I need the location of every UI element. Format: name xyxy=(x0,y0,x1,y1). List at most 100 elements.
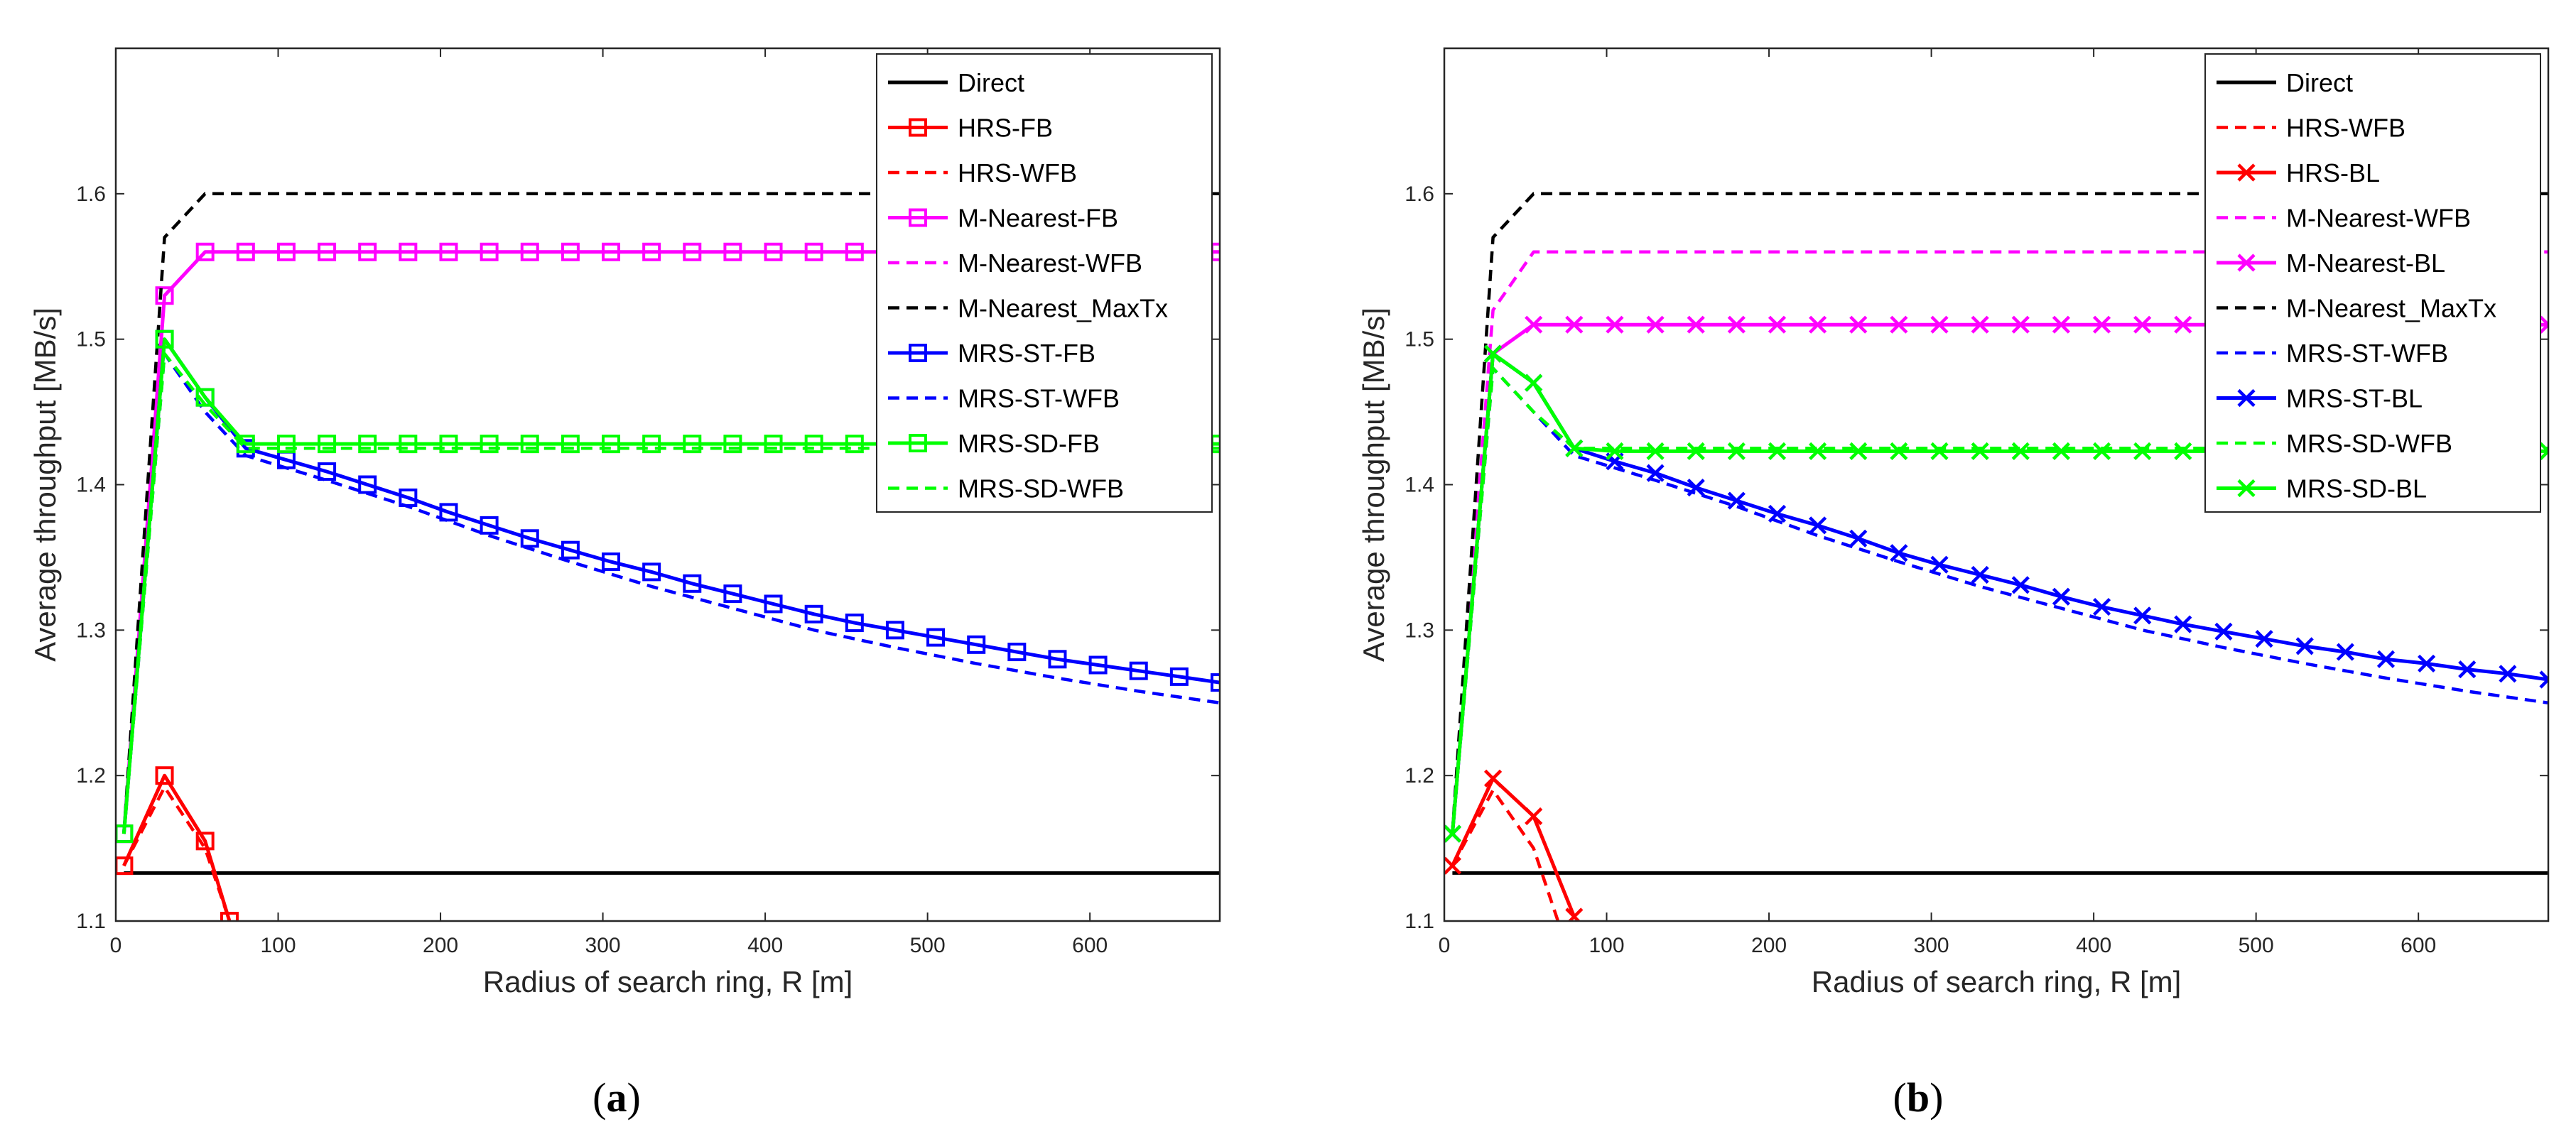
chart-a-series-mrs-st-fb-point xyxy=(885,621,904,640)
chart-a-x-tick-label: 100 xyxy=(260,934,296,957)
chart-a-series-mrs-st-fb-point xyxy=(804,604,823,623)
chart-a-series-mrs-st-fb-point xyxy=(1169,667,1189,686)
chart-b-series-mrs-sd-bl-point xyxy=(1727,442,1746,460)
chart-b-legend-label-mrs-sd-wfb: MRS-SD-WFB xyxy=(2286,429,2452,458)
chart-b-panel-caption: (b) xyxy=(1893,1074,1944,1121)
chart-b-x-tick-label: 200 xyxy=(1751,934,1787,957)
chart-a-series-m-nearest-fb-point xyxy=(155,286,174,305)
chart-a-series-mrs-sd-fb-point xyxy=(845,435,864,454)
chart-b-series-mrs-sd-bl-point xyxy=(2011,442,2030,460)
chart-a-legend: Direct HRS-FB HRS-WFB M-Nearest-FB M-Nearest… xyxy=(876,53,1213,513)
chart-a-y-tick-label: 1.1 xyxy=(76,910,106,933)
chart-a-series-mrs-st-fb-point xyxy=(520,529,539,548)
chart-b-y-tick-label: 1.6 xyxy=(1405,183,1434,206)
chart-b-legend-label-m-nearest-bl: M-Nearest-BL xyxy=(2286,249,2445,278)
chart-b-x-tick-label: 600 xyxy=(2401,934,2436,957)
chart-a-series-mrs-sd-fb-point xyxy=(358,435,377,454)
chart-a-series-mrs-sd-fb-point xyxy=(602,435,621,454)
chart-a-y-tick-label: 1.3 xyxy=(76,619,106,642)
chart-b-y-tick-label: 1.4 xyxy=(1405,474,1434,497)
chart-b-x-tick-label: 400 xyxy=(2076,934,2111,957)
chart-a-series-mrs-sd-fb-point xyxy=(155,329,174,349)
chart-b-series-mrs-sd-bl-point xyxy=(2539,442,2548,460)
chart-b-series-mrs-sd-bl-point xyxy=(1483,344,1503,363)
chart-b-series-mrs-sd-bl-point xyxy=(2133,442,2152,460)
chart-a-series-mrs-st-fb-point xyxy=(764,594,783,614)
chart-a-series-hrs-fb-point xyxy=(155,766,174,785)
chart-b-series-mrs-st-bl-line xyxy=(1450,352,2548,834)
chart-a-legend-label-m-nearest-fb: M-Nearest-FB xyxy=(958,204,1118,233)
chart-a-y-tick-label: 1.5 xyxy=(76,328,106,352)
chart-a-series-mrs-sd-fb-point xyxy=(561,435,580,454)
chart-b-series-mrs-st-wfb-line xyxy=(1451,366,2548,834)
chart-b-legend-marker-m-nearest-bl xyxy=(2237,254,2256,272)
chart-b-series-mrs-st-bl-point xyxy=(2295,637,2314,655)
chart-b-series-hrs-bl-point xyxy=(1525,807,1543,826)
chart-b-legend-label-direct: Direct xyxy=(2286,68,2353,97)
chart-a-series-m-nearest-fb-point xyxy=(561,242,580,261)
chart-b-legend-marker-mrs-sd-bl xyxy=(2237,479,2256,498)
chart-a-series-mrs-st-wfb-line xyxy=(122,352,1220,834)
chart-a-legend-label-mrs-st-wfb: MRS-ST-WFB xyxy=(958,384,1120,413)
chart-a-x-tick-label: 500 xyxy=(910,934,946,957)
chart-b-series-mrs-sd-bl-point xyxy=(2092,442,2111,460)
chart-a-x-tick-label: 600 xyxy=(1072,934,1108,957)
chart-a-x-axis-title: Radius of search ring, R [m] xyxy=(483,965,853,998)
chart-a-legend-marker-m-nearest-fb xyxy=(909,208,927,227)
chart-b-series-m-nearest-bl-point xyxy=(1606,315,1624,334)
chart-b-series-m-nearest-bl-point xyxy=(1930,315,1949,334)
chart-b-x-tick-label: 500 xyxy=(2239,934,2274,957)
chart-b-series-m-nearest-bl-point xyxy=(2133,315,2152,334)
chart-b-series-mrs-st-bl-point xyxy=(2499,665,2517,683)
chart-b-series-mrs-st-bl-point xyxy=(2376,650,2396,668)
chart-panel-b: 0 100 200 300 400 500 600 1.1 1.2 1.3 1.4 1.5 1.6 Rad… xyxy=(1357,47,2550,1121)
chart-b-series-mrs-st-bl-point xyxy=(2011,576,2030,594)
chart-b-legend-label-hrs-wfb: HRS-WFB xyxy=(2286,114,2405,143)
chart-a-legend-marker-mrs-sd-fb xyxy=(909,434,927,452)
chart-a-series-mrs-st-fb-point xyxy=(683,574,702,593)
chart-b-series-mrs-sd-bl-point xyxy=(1890,442,1908,460)
chart-a-series-mrs-st-fb-point xyxy=(845,614,864,633)
chart-a-series-mrs-st-fb-point xyxy=(1088,655,1108,675)
chart-b-series-m-nearest-bl-point xyxy=(2052,315,2071,334)
chart-b-legend-label-mrs-st-wfb: MRS-ST-WFB xyxy=(2286,339,2448,368)
chart-a-axes-box xyxy=(114,47,1221,922)
chart-b-series-hrs-bl-point xyxy=(1483,769,1503,788)
chart-a-series-m-nearest-fb-point xyxy=(195,242,215,261)
chart-a-series-m-nearest-fb-point xyxy=(804,242,823,261)
chart-a-series-mrs-st-fb-point xyxy=(1129,661,1148,680)
chart-b-series-mrs-st-bl-point xyxy=(1809,516,1827,535)
chart-a-series-mrs-st-fb-point xyxy=(561,540,580,560)
chart-a-x-tick-label: 200 xyxy=(423,934,458,957)
chart-a-series-mrs-sd-fb-point xyxy=(318,435,337,454)
chart-b-y-tick-label: 1.2 xyxy=(1405,764,1434,788)
chart-b-series-m-nearest-bl-point xyxy=(1768,315,1787,334)
chart-a-series-mrs-sd-fb-point xyxy=(236,435,255,454)
chart-b-series-hrs-wfb-line xyxy=(1451,788,1560,921)
chart-b-x-axis-title: Radius of search ring, R [m] xyxy=(1812,965,2182,998)
chart-b-series-m-nearest-bl-point xyxy=(1525,315,1543,334)
chart-a-series-mrs-st-fb-point xyxy=(602,552,621,572)
chart-a-legend-label-hrs-wfb: HRS-WFB xyxy=(958,158,1077,187)
chart-a-legend-box xyxy=(876,53,1213,513)
chart-b-series-hrs-bl-line xyxy=(1451,776,1576,917)
chart-b-series-m-nearest-bl-point xyxy=(1687,315,1705,334)
chart-b-legend-label-mrs-st-bl: MRS-ST-BL xyxy=(2286,384,2423,413)
chart-b-series-mrs-sd-bl-point xyxy=(1687,442,1705,460)
chart-a-series-mrs-sd-fb-point xyxy=(195,388,215,407)
chart-b-series-m-nearest-maxtx-line xyxy=(1451,192,2548,834)
chart-b-series-mrs-sd-bl-point xyxy=(1444,824,1462,843)
chart-b-series-mrs-st-bl-point xyxy=(1930,555,1949,574)
chart-b-series-mrs-st-bl-point xyxy=(2133,606,2152,625)
chart-a-series-m-nearest-wfb-line xyxy=(122,250,1220,834)
chart-b-series-hrs-bl-point xyxy=(1444,856,1462,875)
chart-a-series-hrs-fb-point xyxy=(195,832,215,851)
chart-b-series-mrs-st-bl-point xyxy=(1646,464,1665,482)
chart-a-series-mrs-st-fb-point xyxy=(439,503,458,522)
chart-a-legend-label-hrs-fb: HRS-FB xyxy=(958,114,1053,143)
chart-a-panel-caption: (a) xyxy=(592,1074,641,1121)
chart-a-series-mrs-st-fb-point xyxy=(1211,673,1220,692)
chart-a-series-mrs-st-fb-point xyxy=(480,516,499,535)
chart-b-series-mrs-st-bl-point xyxy=(2214,622,2233,641)
chart-a-series-mrs-sd-fb-point xyxy=(480,435,499,454)
